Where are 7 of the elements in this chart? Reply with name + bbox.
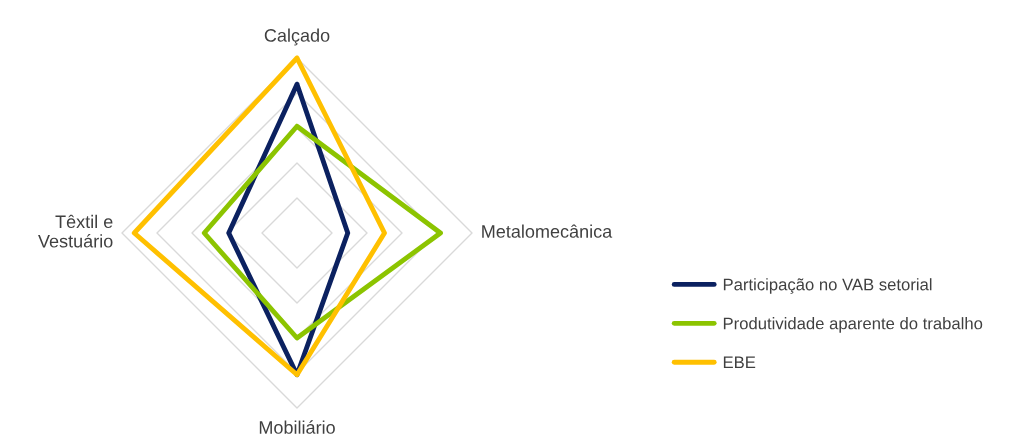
spoke-label: Calçado [264,28,330,46]
spoke-label: Mobiliário [259,420,335,434]
spoke-label: Têxtil e Vestuário [38,214,113,248]
legend-label: EBE [723,356,756,369]
legend-label: Produtividade aparente do trabalho [723,317,983,333]
spoke-label: Metalomecânica [482,224,613,238]
legend-label: Participação no VAB setorial [723,278,932,294]
